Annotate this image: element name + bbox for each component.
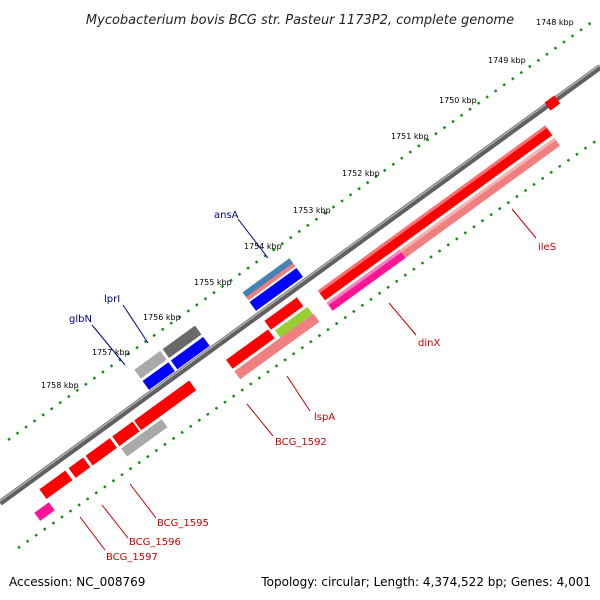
gene-red-c[interactable] (112, 421, 140, 447)
label-BCG_1597: BCG_1597 (106, 552, 158, 563)
backbone-highlight (0, 64, 600, 502)
gene-lprI[interactable] (162, 325, 202, 359)
gene-lspA[interactable] (275, 306, 313, 338)
tick-label-1751: 1751 kbp (391, 132, 429, 141)
label-BCG_1595: BCG_1595 (157, 518, 209, 529)
tick-label-1748: 1748 kbp (536, 18, 574, 27)
gene-track (34, 95, 561, 521)
gene-red-d[interactable] (68, 457, 91, 478)
label-BCG_1592: BCG_1592 (275, 437, 327, 448)
label-ansA: ansA (214, 210, 239, 221)
gene-BCG_1592-red[interactable] (226, 329, 275, 369)
label-dinX: dinX (418, 338, 440, 349)
tick-label-1754: 1754 kbp (244, 242, 282, 251)
tick-label-1755: 1755 kbp (194, 278, 232, 287)
genome-summary-text: Topology: circular; Length: 4,374,522 bp… (260, 575, 591, 589)
label-ileS: ileS (538, 242, 556, 253)
tick-label-1752: 1752 kbp (342, 169, 380, 178)
gene-magenta-edge[interactable] (34, 502, 55, 521)
gene-BCG_1595[interactable] (134, 380, 197, 431)
label-BCG_1596: BCG_1596 (129, 537, 181, 548)
tick-label-1749: 1749 kbp (488, 56, 526, 65)
label-lprI: lprI (104, 294, 120, 305)
tick-label-1758: 1758 kbp (41, 381, 79, 390)
lower-scale-ring (17, 136, 600, 550)
accession-text: Accession: NC_008769 (9, 575, 145, 589)
tick-label-1757: 1757 kbp (92, 348, 130, 357)
gene-dinX-red[interactable] (317, 237, 398, 301)
gene-BCG_1592[interactable] (234, 313, 320, 380)
gene-BCG_1597[interactable] (121, 419, 168, 457)
gene-red-b[interactable] (264, 297, 304, 330)
tick-labels: 1748 kbp 1749 kbp 1750 kbp 1751 kbp 1752… (41, 18, 574, 390)
label-glbN: glbN (69, 314, 92, 325)
gene-ansA-blue[interactable] (249, 267, 303, 311)
leader-lines (79, 208, 537, 551)
gene-top-right[interactable] (544, 95, 561, 111)
backbone-ring (0, 64, 600, 506)
tick-label-1750: 1750 kbp (439, 96, 477, 105)
tick-label-1756: 1756 kbp (143, 313, 181, 322)
label-lspA: lspA (314, 412, 335, 423)
gene-lprI-blue[interactable] (170, 336, 210, 370)
gene-labels: ansA lprI glbN ileS dinX lspA BCG_1592 B… (69, 210, 556, 563)
gene-dinX[interactable] (326, 249, 406, 311)
tick-label-1753: 1753 kbp (293, 206, 331, 215)
gene-red-e[interactable] (39, 470, 73, 499)
gene-ansA-pink[interactable] (246, 263, 296, 301)
gene-ileS[interactable] (379, 125, 553, 256)
gene-ansA[interactable] (242, 258, 295, 299)
map-title: Mycobacterium bovis BCG str. Pasteur 117… (86, 13, 514, 28)
gene-ileS-rna[interactable] (388, 137, 560, 267)
gene-BCG_1596[interactable] (85, 438, 117, 466)
gene-glbN-blue[interactable] (142, 362, 175, 390)
upper-scale-ring (7, 20, 593, 442)
gene-glbN[interactable] (134, 350, 167, 379)
